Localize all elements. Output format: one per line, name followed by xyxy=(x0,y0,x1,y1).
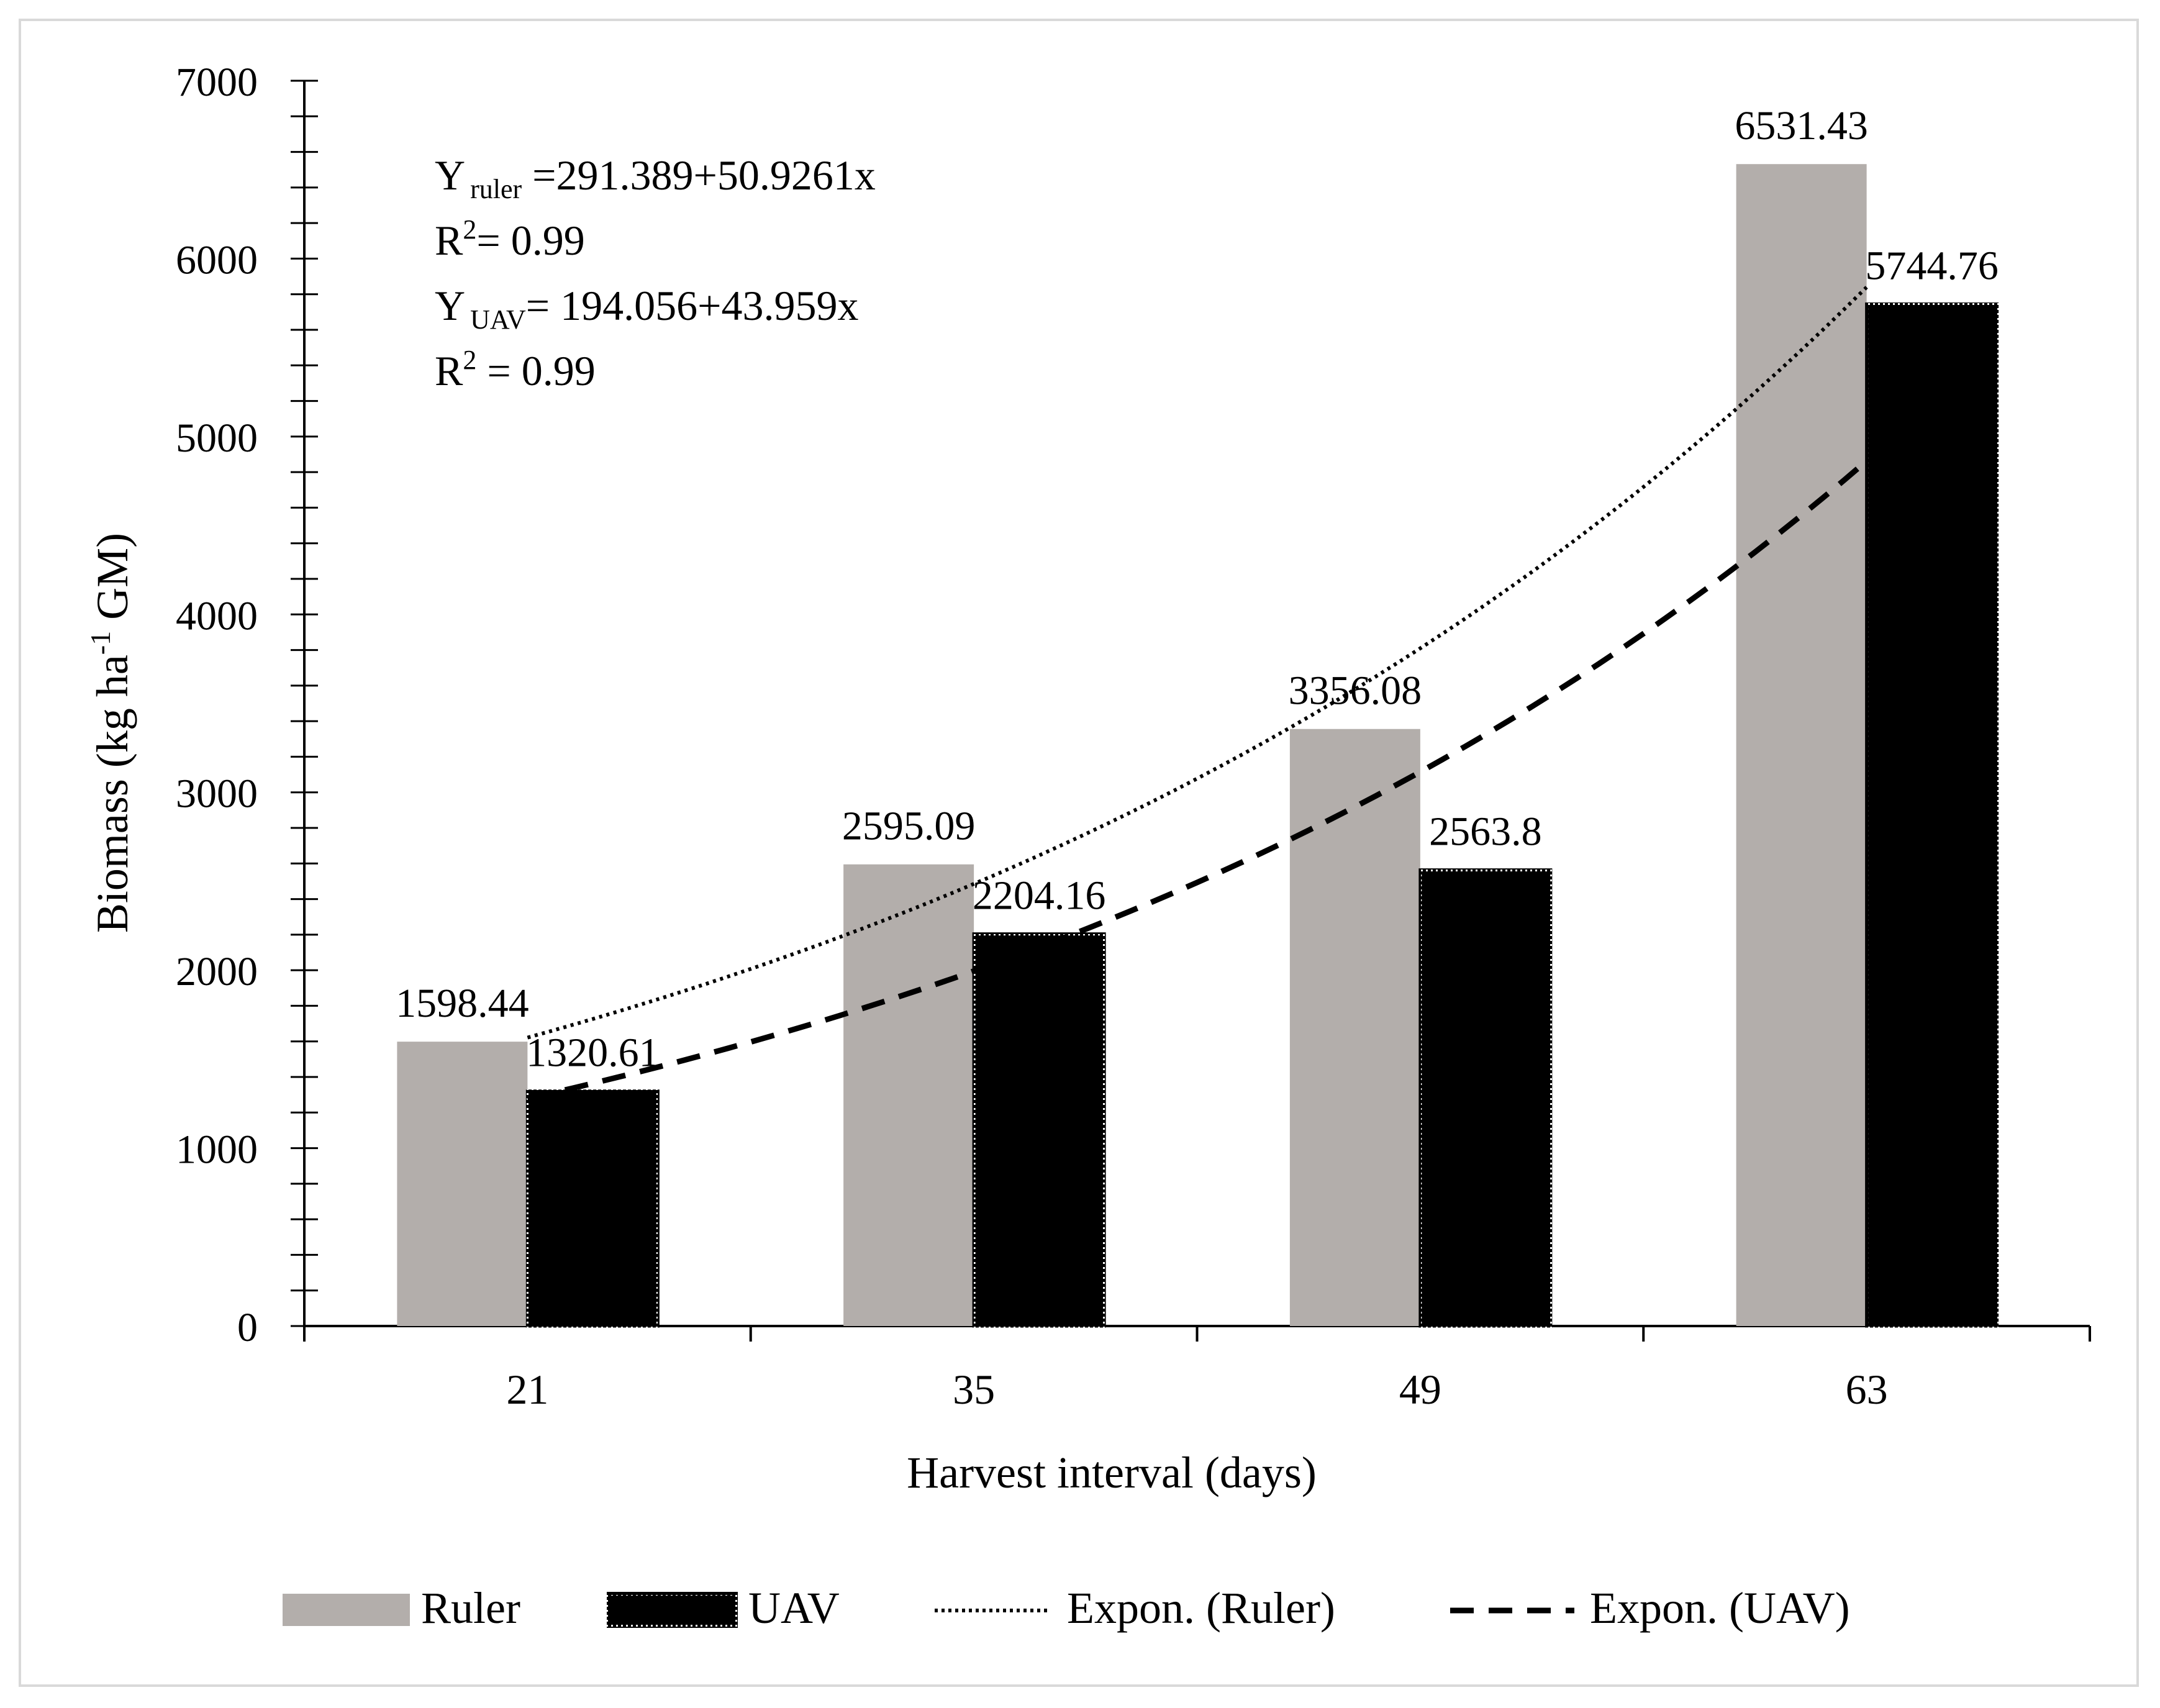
legend-swatch-ruler xyxy=(283,1594,410,1626)
data-label-ruler: 2595.09 xyxy=(842,804,976,849)
r2-2-rest: = 0.99 xyxy=(476,347,595,394)
eq2-rest: = 194.056+43.959x xyxy=(526,282,859,329)
y-tick-label: 5000 xyxy=(176,416,258,461)
y-tick-label: 3000 xyxy=(176,771,258,817)
y-title-end: GM) xyxy=(88,533,137,631)
bar-ruler xyxy=(1289,729,1420,1326)
r2-2-r: R xyxy=(435,347,463,394)
y-tick-label: 4000 xyxy=(176,593,258,638)
legend-item-expon-ruler: Expon. (Ruler) xyxy=(935,1583,1335,1633)
data-label-uav: 2563.8 xyxy=(1429,809,1542,855)
x-tick-label: 35 xyxy=(953,1366,995,1413)
y-tick-label: 6000 xyxy=(176,237,258,283)
y-title-sup: -1 xyxy=(84,631,116,655)
y-tick-label: 1000 xyxy=(176,1127,258,1173)
eq1-rest: =291.389+50.9261x xyxy=(522,152,876,199)
x-tick-label: 21 xyxy=(506,1366,548,1413)
r2-2-sup: 2 xyxy=(463,345,476,375)
legend-label-uav: UAV xyxy=(748,1583,840,1633)
legend-item-uav: UAV xyxy=(607,1583,840,1633)
x-axis-title: Harvest interval (days) xyxy=(907,1448,1317,1497)
data-label-uav: 1320.61 xyxy=(526,1030,660,1076)
bar-ruler xyxy=(843,864,974,1326)
bar-uav xyxy=(1865,302,1999,1328)
eq2-y: Y xyxy=(435,282,465,329)
data-label-uav: 2204.16 xyxy=(973,873,1106,919)
r2-uav: R2 = 0.99 xyxy=(435,345,596,394)
bars xyxy=(397,164,1999,1328)
legend: Ruler UAV Expon. (Ruler) Expon. (UAV) xyxy=(283,1583,1850,1633)
x-axis: 21 35 49 63 xyxy=(303,1325,2091,1413)
x-tick-label: 49 xyxy=(1399,1366,1441,1413)
legend-item-expon-uav: Expon. (UAV) xyxy=(1450,1583,1850,1633)
data-label-ruler: 6531.43 xyxy=(1735,103,1868,148)
data-label-uav: 5744.76 xyxy=(1865,243,1999,289)
data-label-ruler: 3356.08 xyxy=(1289,668,1422,714)
eq1-sub: ruler xyxy=(470,174,522,204)
bar-ruler xyxy=(1736,164,1867,1327)
r2-1-rest: = 0.99 xyxy=(476,217,584,264)
bar-uav xyxy=(1418,868,1553,1328)
r2-ruler: R2= 0.99 xyxy=(435,214,585,264)
bar-uav xyxy=(525,1089,660,1328)
y-tick-label: 7000 xyxy=(176,60,258,105)
y-axis-title: Biomass (kg ha-1 GM) xyxy=(84,533,137,933)
legend-swatch-uav xyxy=(607,1592,738,1628)
trendline-expon-ruler xyxy=(527,286,1868,1040)
legend-label-ruler: Ruler xyxy=(421,1583,520,1633)
y-axis: 0 1000 2000 3000 4000 5000 6000 7000 xyxy=(176,60,318,1350)
y-tick-label: 2000 xyxy=(176,949,258,994)
r2-1-sup: 2 xyxy=(463,214,476,245)
eq1-y: Y xyxy=(435,152,465,199)
bar-ruler xyxy=(397,1042,528,1326)
bar-uav xyxy=(972,932,1106,1328)
legend-item-ruler: Ruler xyxy=(283,1583,520,1633)
r2-1-r: R xyxy=(435,217,463,264)
eq2-sub: UAV xyxy=(470,304,526,335)
y-tick-label: 0 xyxy=(237,1305,258,1350)
data-label-ruler: 1598.44 xyxy=(396,981,529,1026)
legend-label-expon-uav: Expon. (UAV) xyxy=(1590,1583,1850,1633)
legend-label-expon-ruler: Expon. (Ruler) xyxy=(1067,1583,1335,1633)
equation-uav: Y UAV= 194.056+43.959x xyxy=(435,282,858,335)
trendline-expon-uav xyxy=(527,458,1869,1102)
trendlines xyxy=(527,286,1869,1102)
x-tick-label: 63 xyxy=(1846,1366,1888,1413)
y-title-main: Biomass (kg ha xyxy=(88,655,137,933)
